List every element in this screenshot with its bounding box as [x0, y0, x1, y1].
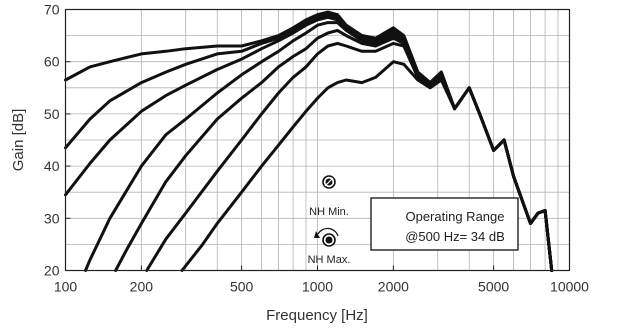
y-tick-label: 40: [44, 158, 60, 174]
y-tick-label: 30: [44, 210, 60, 226]
y-tick-label: 50: [44, 106, 60, 122]
operating-range-line-1: Operating Range: [405, 209, 504, 224]
x-tick-label: 2000: [378, 279, 409, 295]
nh-min-label: NH Min.: [309, 206, 349, 218]
nh-min-icon-slash: [324, 177, 334, 187]
y-tick-label: 20: [44, 263, 60, 279]
nh-max-marker: [314, 227, 339, 247]
y-axis-ticks: 20 30 40 50 60 70: [44, 2, 71, 279]
y-axis-label: Gain [dB]: [10, 109, 27, 172]
operating-range-box: Operating Range @500 Hz= 34 dB: [370, 197, 519, 251]
x-tick-label: 5000: [478, 279, 509, 295]
y-tick-label: 70: [44, 2, 60, 18]
x-axis-label: Frequency [Hz]: [266, 307, 368, 324]
operating-range-border: [370, 197, 519, 251]
x-tick-label: 500: [230, 279, 254, 295]
x-axis-ticks: 100 200 500 1000 2000 5000 10000: [54, 265, 589, 295]
nh-max-label: NH Max.: [308, 254, 351, 266]
nh-max-arrowhead-icon: [314, 231, 320, 238]
gain-curve-7: [180, 60, 554, 272]
series-lines: [64, 10, 554, 272]
nh-max-icon-center: [325, 236, 333, 244]
x-tick-label: 1000: [302, 279, 333, 295]
nh-min-marker: [322, 175, 336, 189]
x-tick-label: 200: [130, 279, 154, 295]
operating-range-line-2: @500 Hz= 34 dB: [405, 229, 505, 244]
nh-max-rotate-arrow-icon: [317, 227, 339, 237]
y-tick-label: 60: [44, 54, 60, 70]
x-tick-label: 100: [54, 279, 78, 295]
x-tick-label: 10000: [550, 279, 589, 295]
